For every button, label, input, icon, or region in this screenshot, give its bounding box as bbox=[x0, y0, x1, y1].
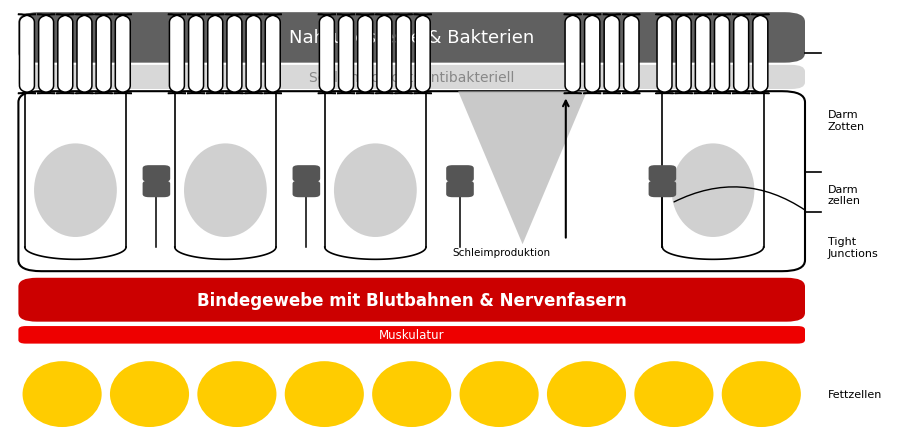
FancyBboxPatch shape bbox=[292, 181, 320, 198]
FancyBboxPatch shape bbox=[563, 15, 581, 94]
Ellipse shape bbox=[285, 361, 364, 427]
Text: Muskulatur: Muskulatur bbox=[379, 328, 444, 342]
FancyBboxPatch shape bbox=[18, 278, 804, 322]
FancyBboxPatch shape bbox=[602, 15, 620, 94]
FancyBboxPatch shape bbox=[446, 181, 473, 198]
FancyBboxPatch shape bbox=[244, 15, 263, 94]
Ellipse shape bbox=[198, 361, 277, 427]
FancyBboxPatch shape bbox=[336, 15, 355, 94]
FancyBboxPatch shape bbox=[693, 15, 711, 94]
FancyBboxPatch shape bbox=[56, 15, 74, 94]
FancyBboxPatch shape bbox=[654, 15, 673, 94]
FancyBboxPatch shape bbox=[414, 15, 431, 94]
FancyBboxPatch shape bbox=[142, 166, 170, 183]
Ellipse shape bbox=[22, 361, 102, 427]
Ellipse shape bbox=[460, 361, 539, 427]
FancyBboxPatch shape bbox=[583, 15, 600, 94]
FancyBboxPatch shape bbox=[622, 15, 640, 94]
FancyBboxPatch shape bbox=[356, 15, 374, 94]
Text: Darm
Zotten: Darm Zotten bbox=[827, 110, 864, 131]
FancyBboxPatch shape bbox=[95, 15, 113, 94]
FancyBboxPatch shape bbox=[114, 15, 131, 94]
Ellipse shape bbox=[184, 144, 267, 237]
Ellipse shape bbox=[34, 144, 117, 237]
FancyBboxPatch shape bbox=[17, 15, 36, 94]
FancyBboxPatch shape bbox=[394, 15, 412, 94]
Ellipse shape bbox=[110, 361, 189, 427]
FancyBboxPatch shape bbox=[375, 15, 393, 94]
FancyBboxPatch shape bbox=[751, 15, 768, 94]
Text: Schleimproduktion: Schleimproduktion bbox=[452, 247, 550, 258]
Ellipse shape bbox=[671, 144, 754, 237]
Text: Darm
zellen: Darm zellen bbox=[827, 184, 860, 206]
FancyBboxPatch shape bbox=[18, 326, 804, 344]
FancyBboxPatch shape bbox=[732, 15, 750, 94]
Ellipse shape bbox=[547, 361, 626, 427]
FancyBboxPatch shape bbox=[75, 15, 94, 94]
Text: Nahrungsreste & Bakterien: Nahrungsreste & Bakterien bbox=[289, 29, 534, 47]
FancyBboxPatch shape bbox=[712, 15, 731, 94]
FancyBboxPatch shape bbox=[674, 15, 692, 94]
FancyBboxPatch shape bbox=[292, 166, 320, 183]
Polygon shape bbox=[458, 92, 586, 244]
FancyBboxPatch shape bbox=[648, 166, 675, 183]
FancyBboxPatch shape bbox=[317, 15, 335, 94]
Text: Tight
Junctions: Tight Junctions bbox=[827, 237, 878, 258]
FancyBboxPatch shape bbox=[648, 181, 675, 198]
FancyBboxPatch shape bbox=[18, 13, 804, 64]
FancyBboxPatch shape bbox=[225, 15, 244, 94]
Ellipse shape bbox=[721, 361, 800, 427]
Text: Fettzellen: Fettzellen bbox=[827, 389, 881, 399]
Ellipse shape bbox=[371, 361, 451, 427]
FancyBboxPatch shape bbox=[18, 92, 804, 272]
Text: Schleimschicht: antibakteriell: Schleimschicht: antibakteriell bbox=[309, 71, 514, 85]
FancyBboxPatch shape bbox=[206, 15, 224, 94]
FancyBboxPatch shape bbox=[142, 181, 170, 198]
FancyBboxPatch shape bbox=[446, 166, 473, 183]
FancyBboxPatch shape bbox=[167, 15, 186, 94]
Text: Bindegewebe mit Blutbahnen & Nervenfasern: Bindegewebe mit Blutbahnen & Nervenfaser… bbox=[197, 291, 626, 309]
FancyBboxPatch shape bbox=[187, 15, 205, 94]
Ellipse shape bbox=[634, 361, 713, 427]
Ellipse shape bbox=[334, 144, 416, 237]
FancyBboxPatch shape bbox=[264, 15, 281, 94]
FancyBboxPatch shape bbox=[37, 15, 55, 94]
FancyBboxPatch shape bbox=[18, 66, 804, 90]
